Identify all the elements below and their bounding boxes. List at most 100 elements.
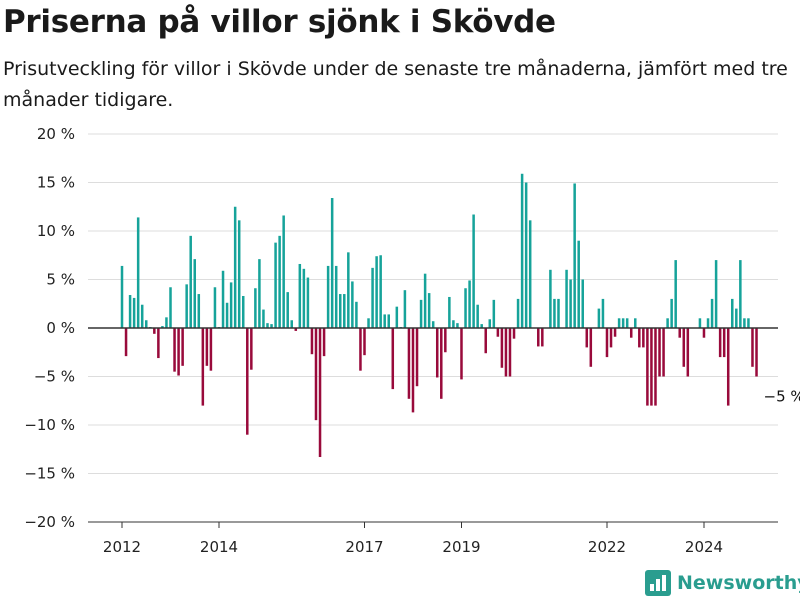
bar — [213, 287, 217, 328]
bar — [431, 321, 435, 328]
chart-title: Priserna på villor sjönk i Skövde — [3, 4, 556, 40]
bar — [161, 326, 164, 328]
bar — [189, 235, 192, 328]
bar — [541, 328, 544, 347]
bar — [379, 255, 382, 328]
x-axis: 2012 2014 2017 2019 2022 2024 — [88, 327, 778, 556]
brand-logo: Newsworthy — [645, 570, 800, 596]
x-tick-label: 2019 — [442, 538, 480, 556]
y-tick-label: 0 % — [46, 319, 75, 337]
bar — [411, 328, 415, 413]
bar — [577, 240, 580, 328]
bar — [448, 296, 451, 328]
bar — [262, 309, 265, 328]
bar — [334, 265, 338, 328]
bar — [706, 318, 710, 328]
bar — [613, 328, 617, 337]
bar — [581, 279, 584, 328]
bar — [177, 328, 180, 376]
bar — [621, 318, 625, 328]
bar — [492, 299, 496, 328]
bar — [270, 324, 273, 328]
y-axis-tick-labels: 20 % 15 % 10 % 5 % 0 % −5 % −10 % −15 % −20 % — [24, 125, 75, 531]
bar — [181, 328, 184, 366]
bar — [601, 298, 605, 328]
bar — [274, 242, 277, 328]
bar — [573, 183, 576, 328]
bar — [169, 287, 172, 328]
bar — [670, 298, 673, 328]
bar — [391, 328, 395, 390]
bar — [310, 328, 314, 355]
bar — [233, 206, 237, 328]
bar — [528, 220, 532, 328]
bar — [722, 328, 726, 358]
bar — [343, 294, 346, 328]
y-tick-label: 10 % — [37, 222, 75, 240]
bar — [634, 318, 637, 328]
bar — [516, 298, 520, 328]
bar — [646, 328, 649, 406]
bar — [193, 259, 196, 328]
bar — [286, 292, 289, 328]
bar — [136, 217, 140, 328]
bar — [246, 328, 249, 435]
bar — [678, 328, 681, 338]
bars — [120, 173, 758, 458]
bar — [718, 328, 722, 358]
annotations: −5 % — [764, 388, 800, 406]
bar — [173, 328, 176, 372]
y-tick-label: −15 % — [24, 465, 75, 483]
bar — [629, 328, 633, 338]
bar — [367, 318, 370, 328]
y-tick-label: 15 % — [37, 174, 75, 192]
bar — [658, 328, 661, 377]
bar — [565, 269, 568, 328]
y-tick-label: −5 % — [34, 368, 75, 386]
bar — [444, 328, 447, 353]
bar — [662, 328, 665, 377]
bar — [258, 259, 261, 328]
bar — [282, 215, 285, 328]
bar — [209, 328, 213, 371]
bar — [201, 328, 205, 406]
bar — [435, 328, 439, 378]
y-tick-label: −20 % — [24, 513, 75, 531]
bar — [504, 328, 508, 377]
chart-subtitle: Prisutveckling för villor i Skövde under… — [3, 58, 788, 111]
bar — [739, 260, 742, 328]
bar — [557, 298, 560, 328]
brand-name: Newsworthy — [677, 572, 800, 594]
bar — [423, 273, 427, 328]
bar — [488, 319, 492, 328]
bar — [710, 298, 714, 328]
bar — [140, 304, 144, 328]
bar — [585, 328, 589, 348]
bar — [524, 182, 528, 328]
y-tick-label: −10 % — [24, 416, 75, 434]
bar — [237, 220, 241, 328]
bar — [686, 328, 690, 377]
bar — [747, 318, 750, 328]
bar — [132, 297, 136, 328]
bar — [755, 328, 758, 377]
bar — [225, 302, 229, 328]
bar — [294, 328, 298, 331]
bar — [472, 214, 475, 328]
bar — [363, 328, 366, 356]
bar — [698, 318, 702, 328]
bar — [464, 288, 467, 328]
bar — [205, 328, 209, 366]
bar — [395, 306, 399, 328]
bar — [456, 323, 459, 328]
bar — [638, 328, 641, 348]
bar — [440, 328, 443, 399]
bar — [359, 328, 362, 371]
bar — [250, 328, 253, 370]
bar — [407, 328, 411, 399]
bar — [145, 320, 148, 328]
bar — [415, 328, 419, 387]
bar — [326, 265, 330, 328]
newsworthy-logo-icon — [645, 570, 671, 596]
